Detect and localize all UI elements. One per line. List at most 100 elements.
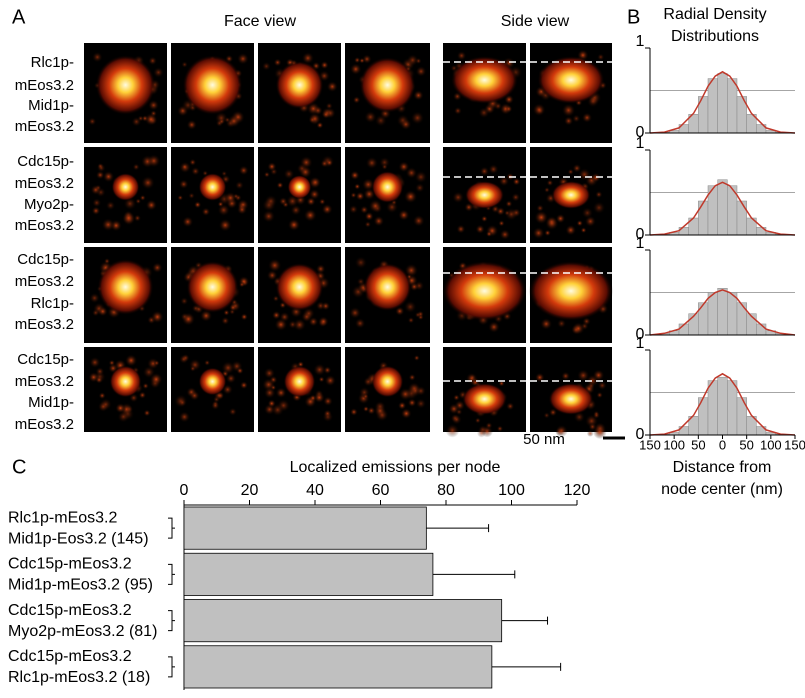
- x-tick-label: 150: [639, 437, 661, 452]
- emission: [217, 203, 231, 217]
- emission: [274, 318, 288, 332]
- emission: [408, 373, 416, 381]
- emission: [364, 221, 372, 228]
- emission: [178, 398, 187, 407]
- node-blob: [548, 383, 594, 415]
- x-tick-label: 100: [760, 437, 782, 452]
- emission: [89, 292, 100, 304]
- emission: [182, 216, 194, 228]
- emission: [320, 60, 329, 70]
- bracket: [168, 517, 175, 539]
- emission: [313, 363, 327, 377]
- node-blob: [198, 173, 227, 201]
- row-label: mEos3.2: [15, 316, 74, 333]
- emission: [359, 57, 366, 64]
- emission: [91, 308, 100, 317]
- row-label: Rlc1p-: [31, 54, 74, 71]
- emission: [352, 96, 361, 104]
- emission: [215, 119, 224, 127]
- emission: [321, 301, 331, 311]
- emission: [308, 188, 321, 200]
- emission: [563, 116, 574, 126]
- emission: [480, 215, 488, 223]
- emission: [445, 423, 460, 438]
- emission: [498, 175, 510, 187]
- emission: [148, 99, 160, 111]
- category-label: Cdc15p-mEos3.2: [8, 556, 132, 573]
- node-blob: [186, 261, 239, 313]
- row-label: Mid1p-: [28, 97, 74, 114]
- emission: [142, 382, 149, 390]
- emission: [414, 311, 422, 319]
- emission: [474, 417, 481, 424]
- emission: [496, 425, 504, 433]
- x-axis-label: node center (nm): [661, 481, 783, 498]
- emission: [534, 210, 549, 225]
- emission: [278, 196, 288, 206]
- emission: [89, 356, 101, 369]
- emission: [189, 390, 200, 401]
- y-tick-label: 1: [636, 235, 645, 252]
- emission: [303, 208, 317, 222]
- emission: [315, 264, 326, 274]
- node-blob: [95, 55, 156, 115]
- fit-curve: [649, 289, 796, 336]
- emission: [151, 262, 163, 274]
- emission: [455, 408, 463, 416]
- emission: [410, 111, 425, 125]
- emission: [567, 168, 574, 176]
- row-label: Cdc15p-: [17, 153, 74, 170]
- emission: [302, 307, 316, 320]
- emission: [373, 215, 385, 227]
- y-tick-label: 0: [636, 426, 645, 443]
- category-label: Cdc15p-mEos3.2: [8, 648, 132, 665]
- row-label: mEos3.2: [15, 77, 74, 94]
- emission: [132, 163, 140, 171]
- emission: [229, 303, 237, 312]
- emission: [577, 167, 592, 182]
- x-axis-label: Distance from: [673, 459, 772, 476]
- node-blob: [371, 365, 404, 398]
- emission: [415, 65, 427, 77]
- emission: [103, 257, 111, 265]
- emission: [263, 171, 271, 178]
- chart-title: Distributions: [671, 28, 759, 45]
- emission: [415, 398, 427, 409]
- node-blob: [287, 175, 312, 199]
- emission: [565, 224, 577, 236]
- bar: [707, 78, 718, 134]
- emission: [592, 201, 606, 215]
- emission: [191, 166, 200, 176]
- emission: [548, 408, 558, 417]
- chart-title: Radial Density: [663, 6, 766, 23]
- emission: [272, 295, 280, 302]
- emission: [221, 360, 235, 375]
- emission: [224, 191, 237, 205]
- emission: [511, 192, 521, 202]
- emission: [597, 380, 607, 391]
- x-tick-label: 50: [691, 437, 705, 452]
- emission: [91, 51, 103, 63]
- emission: [325, 102, 333, 110]
- emission: [221, 170, 228, 177]
- emission: [536, 204, 545, 213]
- row-label: mEos3.2: [15, 273, 74, 290]
- x-tick-label: 80: [437, 482, 455, 499]
- emission: [572, 114, 581, 123]
- emission: [409, 282, 419, 292]
- emission: [361, 178, 375, 191]
- y-tick-label: 0: [636, 226, 645, 243]
- node-blob: [551, 181, 591, 209]
- emission: [506, 402, 515, 411]
- emission: [414, 182, 425, 193]
- emission: [275, 387, 287, 399]
- emission: [576, 369, 590, 382]
- emission: [349, 63, 362, 76]
- x-tick-label: 100: [663, 437, 685, 452]
- emission: [348, 204, 359, 214]
- emission: [262, 209, 276, 223]
- bracket: [168, 656, 175, 678]
- x-tick-label: 0: [719, 437, 726, 452]
- error-bar: [501, 616, 549, 625]
